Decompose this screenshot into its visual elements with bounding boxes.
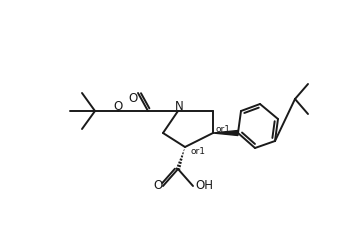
Text: O: O xyxy=(113,99,123,112)
Text: OH: OH xyxy=(195,179,213,192)
Text: N: N xyxy=(175,99,183,112)
Polygon shape xyxy=(213,131,238,136)
Text: O: O xyxy=(129,91,138,104)
Text: or1: or1 xyxy=(191,147,206,156)
Text: or1: or1 xyxy=(216,125,231,134)
Text: O: O xyxy=(153,179,163,192)
